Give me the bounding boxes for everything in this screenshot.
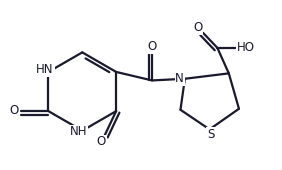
Text: N: N	[175, 72, 184, 85]
Text: HO: HO	[237, 41, 255, 54]
Text: O: O	[147, 40, 157, 53]
Text: O: O	[193, 21, 202, 34]
Text: HN: HN	[36, 63, 54, 76]
Text: NH: NH	[70, 125, 88, 139]
Text: S: S	[207, 128, 215, 141]
Text: O: O	[96, 135, 106, 148]
Text: O: O	[10, 104, 19, 117]
